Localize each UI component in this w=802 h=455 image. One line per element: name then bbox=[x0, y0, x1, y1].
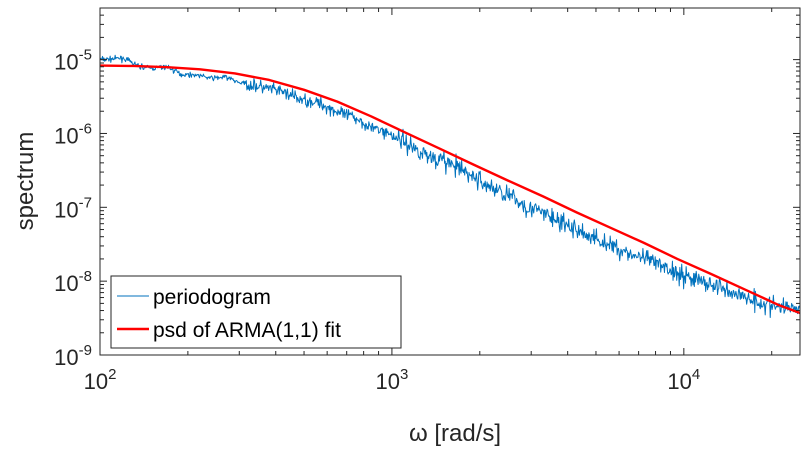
x-tick-label: 102 bbox=[84, 366, 117, 394]
axes-box bbox=[99, 7, 801, 356]
axes-layer: 102 103 104 10-9 10-8 10-7 10-6 10-5 bbox=[54, 7, 801, 394]
y-tick-label: 10-6 bbox=[54, 120, 92, 148]
legend-box bbox=[110, 275, 402, 349]
x-tick-label: 103 bbox=[376, 366, 409, 394]
y-tick-label: 10-9 bbox=[54, 342, 92, 370]
y-tick-label: 10-8 bbox=[54, 268, 92, 296]
series-line-arma-fit bbox=[99, 64, 801, 315]
series-line-periodogram bbox=[99, 54, 801, 318]
legend-entry-label: psd of ARMA(1,1) fit bbox=[153, 319, 341, 342]
x-tick-label: 104 bbox=[667, 366, 700, 394]
y-tick-label: 10-5 bbox=[54, 47, 92, 75]
y-axis-label: spectrum bbox=[12, 132, 39, 231]
x-axis-label: ω [rad/s] bbox=[409, 420, 501, 447]
series-layer bbox=[99, 54, 801, 318]
legend-entry-label: periodogram bbox=[153, 286, 271, 309]
legend: periodogram psd of ARMA(1,1) fit bbox=[110, 275, 402, 349]
y-tick-label: 10-7 bbox=[54, 194, 92, 222]
